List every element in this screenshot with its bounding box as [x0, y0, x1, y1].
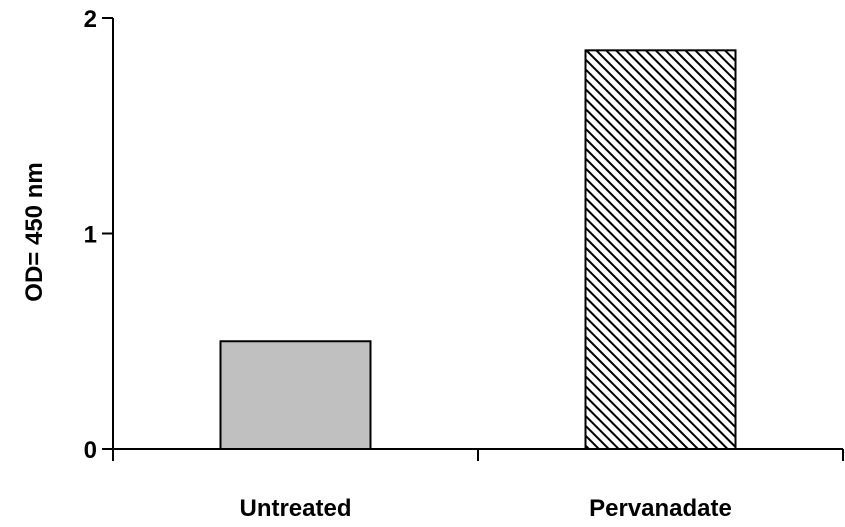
category-labels-group: Untreated Pervanadate [239, 495, 731, 522]
y-tick-label-2: 2 [84, 6, 97, 33]
bar-pervanadate [584, 49, 737, 450]
category-label-untreated: Untreated [239, 495, 351, 522]
category-label-pervanadate: Pervanadate [589, 495, 732, 522]
bars-group [219, 49, 737, 450]
y-ticks-group: 0 1 2 [84, 6, 113, 464]
y-tick-label-0: 0 [84, 437, 97, 464]
y-tick-label-1: 1 [84, 222, 97, 249]
y-axis-label: OD= 450 nm [21, 162, 48, 301]
bar-untreated [219, 340, 372, 450]
x-ticks-group [112, 449, 844, 461]
